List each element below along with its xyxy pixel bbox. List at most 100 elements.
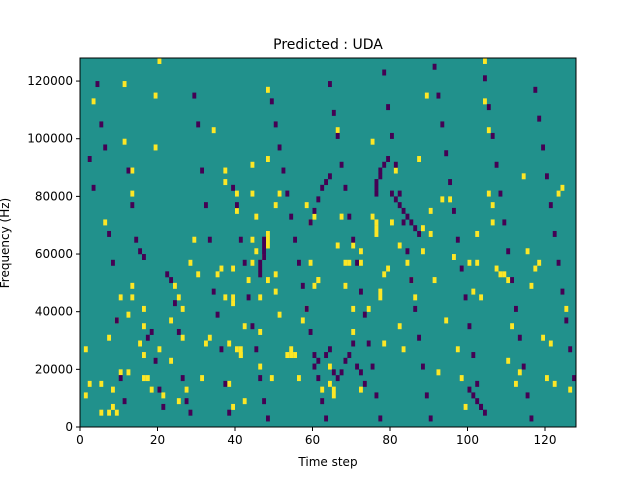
heatmap-cell-high bbox=[320, 386, 325, 393]
heatmap-cell-low bbox=[374, 392, 379, 399]
heatmap-cell-high bbox=[242, 323, 247, 330]
heatmap-cell-high bbox=[502, 271, 507, 278]
heatmap-cell-high bbox=[269, 375, 274, 382]
heatmap-cell-high bbox=[312, 213, 317, 220]
heatmap-cell-low bbox=[269, 98, 274, 105]
heatmap-cell-low bbox=[324, 352, 329, 359]
heatmap-cell-high bbox=[378, 294, 383, 301]
heatmap-cell-low bbox=[347, 213, 352, 220]
heatmap-cell-low bbox=[258, 259, 263, 266]
heatmap-cell-high bbox=[258, 328, 263, 335]
heatmap-cell-high bbox=[118, 294, 123, 301]
heatmap-cell-high bbox=[235, 346, 239, 353]
heatmap-cell-high bbox=[196, 271, 201, 278]
heatmap-cell-high bbox=[250, 236, 255, 243]
heatmap-cell-high bbox=[525, 248, 530, 255]
heatmap-cell-high bbox=[293, 352, 298, 359]
heatmap-cell-high bbox=[215, 271, 220, 278]
heatmap-cell-low bbox=[436, 92, 441, 99]
heatmap-cell-low bbox=[444, 150, 449, 157]
heatmap-cell-low bbox=[300, 282, 305, 289]
heatmap-cell-low bbox=[324, 415, 329, 422]
heatmap-cell-high bbox=[266, 236, 270, 243]
heatmap-cell-low bbox=[130, 202, 135, 209]
heatmap-cell-low bbox=[215, 311, 220, 318]
heatmap-cell-low bbox=[335, 132, 340, 139]
heatmap-cell-high bbox=[142, 305, 146, 312]
heatmap-cell-high bbox=[351, 328, 356, 335]
heatmap-cell-low bbox=[126, 167, 131, 174]
heatmap-cell-low bbox=[390, 132, 394, 139]
heatmap-cell-low bbox=[188, 409, 193, 416]
heatmap-cell-high bbox=[483, 98, 487, 105]
heatmap-cell-high bbox=[153, 144, 158, 151]
heatmap-cell-low bbox=[556, 259, 561, 266]
heatmap-cell-high bbox=[424, 92, 429, 99]
heatmap-cell-low bbox=[428, 415, 433, 422]
heatmap-cell-high bbox=[169, 317, 174, 324]
heatmap-cell-high bbox=[130, 282, 135, 289]
heatmap-cell-low bbox=[95, 81, 100, 88]
heatmap-cell-low bbox=[180, 375, 185, 382]
heatmap-cell-high bbox=[548, 340, 553, 347]
heatmap-cell-high bbox=[157, 58, 162, 64]
heatmap-cell-low bbox=[312, 363, 317, 370]
x-axis-label: Time step bbox=[297, 455, 357, 469]
heatmap-cell-high bbox=[370, 213, 375, 220]
heatmap-cell-high bbox=[204, 340, 208, 347]
heatmap-cell-high bbox=[223, 167, 228, 174]
heatmap-cell-high bbox=[103, 219, 108, 226]
heatmap-cell-high bbox=[366, 305, 371, 312]
heatmap-cell-low bbox=[281, 167, 286, 174]
heatmap-cell-low bbox=[107, 230, 112, 237]
heatmap-cell-low bbox=[552, 230, 557, 237]
heatmap-cell-high bbox=[471, 288, 476, 295]
heatmap-cell-low bbox=[424, 392, 429, 399]
heatmap-cell-high bbox=[180, 334, 185, 341]
heatmap-cell-low bbox=[316, 357, 321, 364]
heatmap-cell-high bbox=[444, 317, 449, 324]
heatmap-cell-high bbox=[397, 242, 402, 249]
heatmap-cell-low bbox=[273, 121, 278, 128]
heatmap-cell-high bbox=[483, 58, 487, 64]
heatmap-cell-high bbox=[207, 334, 212, 341]
heatmap-cell-low bbox=[324, 179, 329, 186]
heatmap-cell-low bbox=[285, 190, 290, 197]
heatmap-cell-high bbox=[510, 323, 515, 330]
heatmap-cell-low bbox=[87, 156, 92, 162]
heatmap-cell-low bbox=[397, 190, 402, 197]
heatmap-cell-low bbox=[355, 259, 360, 266]
heatmap-cell-low bbox=[537, 115, 542, 122]
heatmap-cell-high bbox=[297, 375, 301, 382]
heatmap-cell-high bbox=[300, 317, 305, 324]
heatmap-cell-low bbox=[564, 317, 569, 324]
heatmap-cell-high bbox=[529, 282, 534, 289]
heatmap-cell-low bbox=[490, 132, 495, 139]
heatmap-cell-high bbox=[200, 375, 205, 382]
heatmap-cell-high bbox=[436, 369, 441, 376]
heatmap-cell-low bbox=[196, 121, 201, 128]
heatmap-cell-low bbox=[266, 415, 270, 422]
y-tick-label: 100000 bbox=[27, 132, 73, 146]
heatmap-cell-low bbox=[390, 190, 394, 197]
heatmap-cell-high bbox=[126, 369, 131, 376]
heatmap-cell-high bbox=[149, 386, 154, 393]
heatmap-cell-high bbox=[231, 403, 236, 410]
heatmap-cell-high bbox=[568, 386, 573, 393]
x-tick-label: 100 bbox=[456, 433, 479, 447]
heatmap-cell-high bbox=[130, 167, 135, 174]
heatmap-cell-high bbox=[250, 161, 255, 168]
heatmap-cell-low bbox=[355, 363, 360, 370]
heatmap-cell-low bbox=[374, 184, 379, 191]
heatmap-cell-low bbox=[149, 328, 154, 335]
heatmap-cell-high bbox=[359, 248, 363, 255]
heatmap-cell-high bbox=[83, 346, 88, 353]
heatmap-cell-high bbox=[277, 190, 282, 197]
heatmap-cell-low bbox=[479, 403, 484, 410]
heatmap-cell-low bbox=[262, 236, 267, 243]
heatmap-cell-high bbox=[161, 392, 166, 399]
heatmap-cell-high bbox=[359, 259, 363, 266]
heatmap-cell-low bbox=[378, 167, 383, 174]
heatmap-cell-high bbox=[552, 380, 557, 387]
heatmap-cell-high bbox=[173, 282, 177, 289]
